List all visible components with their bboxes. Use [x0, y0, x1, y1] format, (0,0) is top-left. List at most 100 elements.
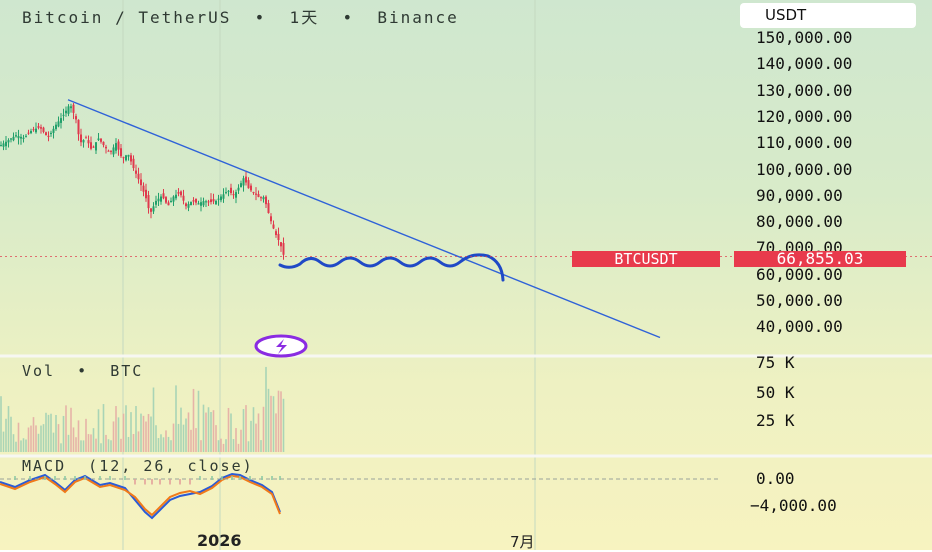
price-axis-label: 100,000.00 [756, 159, 853, 179]
candle-body [92, 146, 95, 148]
volume-bar [15, 441, 17, 452]
macd-histogram-bar [109, 476, 111, 480]
price-axis-label: 50,000.00 [756, 291, 843, 310]
volume-bar [270, 395, 272, 452]
volume-bar [215, 425, 217, 452]
volume-bar [12, 434, 15, 452]
candle-body [282, 243, 285, 255]
volume-bar [102, 404, 105, 452]
candle-body [180, 191, 182, 196]
volume-bar [55, 415, 57, 452]
volume-bar [112, 421, 115, 452]
candle-body [137, 173, 140, 180]
volume-bar [135, 406, 137, 452]
macd-histogram-bar [64, 476, 66, 480]
volume-bar [230, 413, 232, 452]
candle-body [225, 192, 227, 194]
macd-histogram-bar [199, 476, 201, 480]
volume-pane-label: Vol • BTC [22, 362, 144, 380]
candle-body [130, 155, 132, 162]
currency-selector[interactable]: USDT [740, 3, 916, 28]
volume-bar [160, 434, 162, 452]
volume-bar [2, 431, 5, 452]
candle-body [257, 194, 260, 197]
candle-body [40, 127, 42, 129]
candle-body [267, 203, 270, 214]
candle-body [72, 104, 75, 113]
trendline[interactable] [67, 99, 661, 339]
candle-body [207, 201, 210, 203]
candle-body [102, 141, 105, 146]
volume-bar [120, 438, 122, 452]
macd-histogram-bar [169, 479, 171, 485]
volume-bar [130, 412, 132, 452]
volume-bar [240, 429, 242, 452]
candle-body [242, 178, 245, 186]
volume-axis-label: 50 K [756, 383, 795, 402]
volume-bar [255, 423, 257, 452]
lightning-bolt-icon[interactable] [254, 334, 308, 358]
candle-body [187, 203, 190, 208]
volume-bar [252, 407, 255, 452]
price-axis-label: 40,000.00 [756, 317, 843, 337]
candle-body [280, 242, 282, 247]
wave-drawing[interactable] [278, 253, 505, 282]
candle-body [122, 157, 125, 159]
volume-bar [110, 440, 112, 452]
candle-body [222, 194, 225, 199]
volume-bar [190, 429, 192, 452]
candle-body [35, 128, 37, 133]
volume-bar [125, 405, 127, 452]
candle-body [112, 147, 115, 155]
candle-body [272, 224, 275, 229]
macd-histogram-bar [74, 476, 76, 480]
candle-body [270, 216, 272, 222]
macd-histogram-bar [249, 476, 251, 480]
volume-bar [282, 398, 285, 452]
candle-body [0, 145, 2, 147]
volume-bar [265, 366, 267, 452]
volume-bar [260, 440, 262, 452]
candle-body [150, 208, 152, 212]
candle-body [160, 196, 162, 202]
volume-bar [60, 443, 62, 452]
candle-body [162, 193, 165, 199]
volume-bar [237, 443, 240, 452]
volume-bar [155, 425, 157, 452]
candle-body [60, 118, 62, 123]
macd-histogram-bar [159, 479, 161, 485]
candle-body [77, 119, 80, 135]
volume-bar [262, 406, 265, 452]
candle-body [100, 138, 102, 142]
volume-bar [140, 413, 142, 452]
volume-bar [5, 418, 7, 452]
volume-bar [35, 425, 37, 452]
volume-bar [25, 439, 27, 452]
candle-body [55, 124, 57, 130]
volume-bar [97, 409, 100, 452]
volume-bar [72, 427, 75, 452]
macd-histogram-bar [44, 476, 46, 480]
volume-bar [42, 424, 45, 452]
volume-bar [10, 416, 12, 452]
volume-axis-label: 25 K [756, 411, 795, 430]
macd-pane-label: MACD (12, 26, close) [22, 457, 254, 475]
macd-histogram-bar [84, 476, 86, 480]
candle-body [7, 140, 10, 143]
volume-bar [77, 420, 80, 452]
volume-bar [92, 428, 95, 452]
macd-histogram-bar [239, 476, 241, 480]
candle-body [110, 150, 112, 152]
macd-histogram-bar [189, 479, 191, 485]
volume-bar [127, 436, 130, 452]
volume-bar [192, 388, 195, 452]
volume-bar [225, 439, 227, 452]
macd-histogram [14, 476, 281, 485]
candle-body [57, 121, 60, 127]
volume-bar [210, 412, 212, 452]
volume-bar [52, 432, 55, 452]
candle-body [217, 198, 220, 200]
